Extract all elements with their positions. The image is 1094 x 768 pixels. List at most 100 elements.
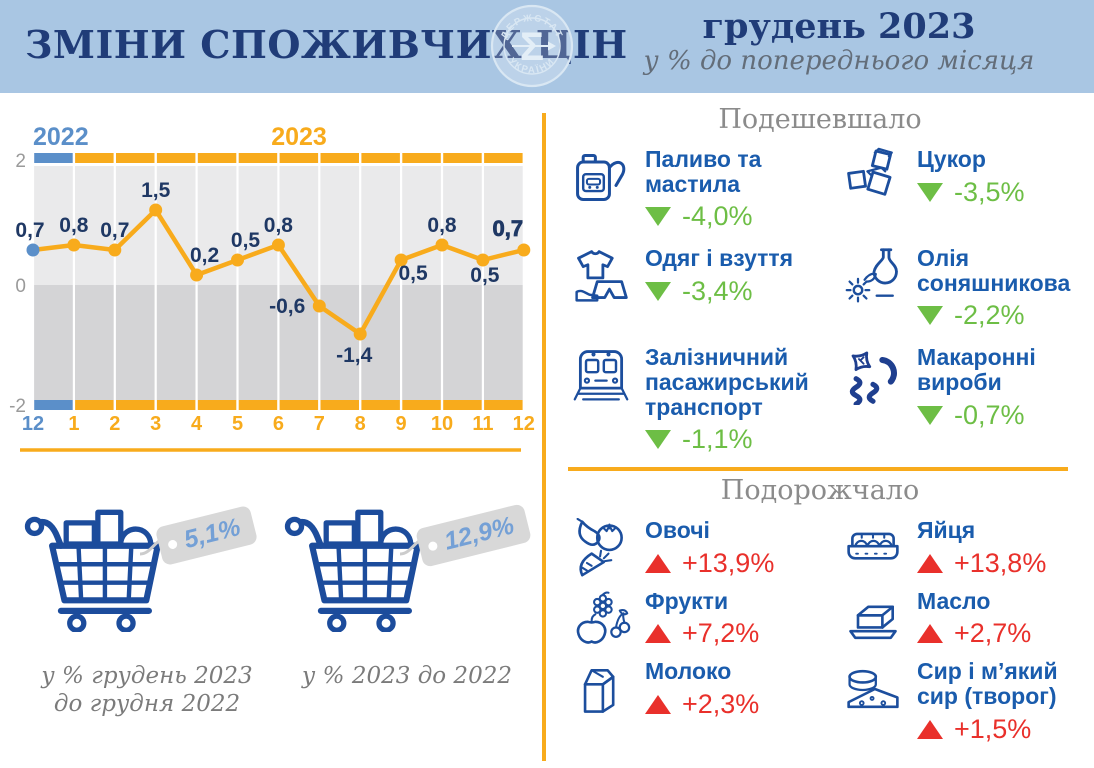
svg-text:9: 9	[396, 413, 407, 435]
milk-carton-icon	[570, 659, 632, 719]
svg-text:4: 4	[191, 413, 203, 435]
change-value: +2,3%	[682, 689, 760, 720]
price-up-icon	[917, 553, 943, 573]
item-label: Цукор	[917, 146, 986, 172]
item-butter: Масло +2,7%	[842, 589, 1094, 650]
item-label: Паливо та мастила	[645, 146, 762, 197]
price-down-icon	[917, 306, 943, 326]
svg-text:0,5: 0,5	[231, 229, 261, 252]
item-label: Олія соняшникова	[917, 245, 1071, 296]
price-up-icon	[645, 624, 671, 644]
price-tag: 12,9%	[414, 503, 532, 568]
item-vegetables: Овочі +13,9%	[570, 518, 840, 579]
vegetables-icon	[570, 518, 632, 578]
shopping-cart-icon	[24, 509, 161, 632]
change-value: +2,7%	[954, 618, 1032, 649]
svg-text:0,7: 0,7	[15, 219, 44, 242]
svg-text:2: 2	[109, 413, 120, 435]
change-value: +13,9%	[682, 547, 775, 578]
svg-text:6: 6	[273, 413, 284, 435]
price-down-icon	[645, 430, 671, 450]
item-label: Одяг і взуття	[645, 245, 794, 272]
item-pasta: Макаронні вироби -0,7%	[842, 345, 1094, 455]
price-down-icon	[645, 207, 671, 227]
svg-text:-1,4: -1,4	[336, 344, 373, 367]
item-label: Овочі	[645, 517, 710, 544]
train-icon	[570, 345, 632, 405]
price-down-icon	[645, 281, 671, 301]
item-clothes: Одяг і взуття -3,4%	[570, 246, 840, 331]
change-value: +13,8%	[954, 547, 1047, 578]
oil-bottle-icon	[842, 246, 904, 306]
svg-text:0,8: 0,8	[427, 214, 457, 237]
svg-text:11: 11	[472, 413, 493, 435]
price-tag-value: 5,1%	[181, 513, 244, 555]
svg-text:2023: 2023	[271, 123, 327, 151]
price-up-icon	[645, 553, 671, 573]
cheese-icon	[842, 659, 904, 719]
change-value: +7,2%	[682, 618, 760, 649]
clothes-icon	[570, 246, 632, 306]
price-up-icon	[645, 695, 671, 715]
card-caption: у % грудень 2023 до грудня 2022	[41, 663, 253, 718]
svg-text:1,5: 1,5	[141, 179, 171, 202]
svg-text:12: 12	[513, 413, 535, 435]
item-rail-transport: Залізничний пасажирський транспорт -1,1%	[570, 345, 840, 455]
item-label: Залізничний пасажирський транспорт	[645, 344, 809, 420]
item-fuel: Паливо та мастила -4,0%	[570, 147, 840, 232]
svg-text:0,5: 0,5	[470, 264, 500, 287]
header: ЗМІНИ СПОЖИВЧИХ ЦІН ДЕРЖСТАТ УКРАЇНИ Σ г…	[0, 0, 1094, 93]
change-value: -4,0%	[682, 201, 753, 232]
change-value: -3,5%	[954, 176, 1025, 207]
svg-text:7: 7	[314, 413, 325, 435]
price-up-icon	[917, 719, 943, 739]
change-value: -0,7%	[954, 399, 1025, 430]
sugar-cubes-icon	[842, 147, 904, 207]
shopping-cart-icon	[284, 509, 421, 632]
pricier-items: Овочі +13,9% Яйця +13,8%	[546, 518, 1094, 744]
svg-text:0,8: 0,8	[264, 214, 294, 237]
svg-text:1: 1	[68, 413, 79, 435]
svg-text:0,2: 0,2	[190, 244, 219, 267]
period-label: грудень 2023	[702, 6, 976, 47]
svg-text:3: 3	[150, 413, 161, 435]
item-label: Масло	[917, 587, 991, 614]
butter-icon	[842, 589, 904, 649]
svg-text:0,7: 0,7	[100, 219, 129, 242]
fruits-icon	[570, 589, 632, 649]
change-value: +1,5%	[954, 713, 1032, 744]
svg-text:5: 5	[232, 413, 243, 435]
change-value: -3,4%	[682, 275, 753, 306]
cpi-monthly-chart: 2022 2023 2 0 -2 0,7 0,8 0,7 1,5 0,2 0,5 0,8 -0,6 -1,…	[0, 118, 545, 456]
pasta-icon	[842, 345, 904, 406]
svg-text:-0,6: -0,6	[269, 295, 305, 318]
item-milk: Молоко +2,3%	[570, 659, 840, 744]
item-label: Яйця	[917, 517, 976, 544]
svg-text:-2: -2	[9, 396, 26, 417]
period-subtitle: у % до попереднього місяця	[643, 45, 1035, 76]
derzhstat-logo-icon: ДЕРЖСТАТ УКРАЇНИ Σ	[490, 4, 574, 88]
svg-text:10: 10	[431, 413, 453, 435]
svg-text:8: 8	[355, 413, 366, 435]
egg-carton-icon	[842, 518, 904, 578]
svg-text:2022: 2022	[33, 123, 89, 151]
section-divider	[568, 467, 1068, 472]
svg-text:2: 2	[15, 151, 26, 172]
price-down-icon	[917, 182, 943, 202]
cheaper-section-title: Подешевшало	[718, 104, 922, 135]
yearly-average-card: 12,9% у % 2023 до 2022	[282, 492, 532, 742]
categories-panel: Подешевшало Паливо та мастила	[546, 100, 1094, 745]
fuel-canister-icon	[570, 147, 632, 207]
change-value: -2,2%	[954, 300, 1025, 331]
item-label: Фрукти	[645, 587, 729, 614]
item-eggs: Яйця +13,8%	[842, 518, 1094, 579]
vertical-divider	[542, 113, 546, 761]
price-tag-value: 12,9%	[441, 511, 517, 556]
svg-text:12: 12	[22, 413, 44, 435]
annual-change-card: 5,1% у % грудень 2023 до грудня 2022	[22, 492, 272, 742]
svg-text:0: 0	[15, 276, 26, 297]
item-sunflower-oil: Олія соняшникова -2,2%	[842, 246, 1094, 331]
pricier-section-title: Подорожчало	[720, 475, 920, 507]
